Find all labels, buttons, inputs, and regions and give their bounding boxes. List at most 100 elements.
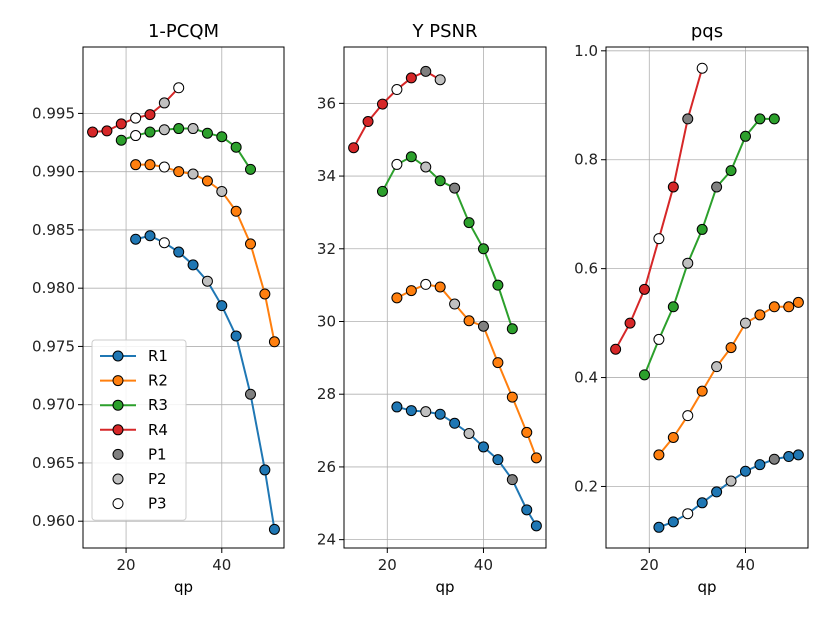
legend-marker <box>112 350 124 362</box>
series-line-r2 <box>658 301 799 456</box>
legend-label: P2 <box>148 470 167 488</box>
data-point-r2 <box>230 205 242 217</box>
y-tick-label: 0.965 <box>32 454 75 472</box>
data-point-r2 <box>201 175 213 187</box>
data-point-r1 <box>521 504 533 516</box>
data-point-r1 <box>667 516 679 528</box>
legend: R1 R2 R3 R4 P1 P2 P3 <box>91 339 187 521</box>
panel-3: 20 40 0.2 0.4 0.6 0.8 1.0 pqs qp <box>574 21 809 596</box>
data-point-r1 <box>158 237 170 249</box>
data-point-r2 <box>268 336 280 348</box>
data-point-r2 <box>506 391 518 403</box>
data-point-r4 <box>362 116 374 128</box>
data-point-r2 <box>477 320 489 332</box>
data-point-r3 <box>376 185 388 197</box>
data-point-r2 <box>449 298 461 310</box>
x-tick-label: 40 <box>736 556 755 574</box>
legend-item-r1: R1 <box>100 347 168 365</box>
series-line-r3 <box>120 127 252 170</box>
data-point-r2 <box>434 281 446 293</box>
data-point-r4 <box>115 118 127 130</box>
data-point-r4 <box>376 98 388 110</box>
chart-title: Y PSNR <box>412 21 478 42</box>
data-point-r4 <box>624 317 636 329</box>
data-point-r2 <box>711 361 723 373</box>
data-point-r4 <box>144 109 156 121</box>
legend-marker <box>112 399 124 411</box>
series-line-r1 <box>396 405 538 527</box>
data-point-r1 <box>259 464 271 476</box>
data-point-r2 <box>768 301 780 313</box>
legend-item-p1: P1 <box>112 445 167 463</box>
legend-marker <box>112 498 124 510</box>
data-point-r4 <box>420 65 432 77</box>
data-point-r3 <box>711 181 723 193</box>
data-point-r3 <box>115 134 127 146</box>
data-point-r1 <box>754 459 766 471</box>
data-point-r2 <box>130 159 142 171</box>
panel-1: 20 40 0.960 0.965 0.970 0.975 0.980 0.985 0.990 0… <box>32 21 285 596</box>
y-tick-label: 0.975 <box>32 337 75 355</box>
series-line-r2 <box>135 163 276 342</box>
data-point-r3 <box>420 161 432 173</box>
data-point-r1 <box>792 449 804 461</box>
data-point-r3 <box>739 130 751 142</box>
data-point-r4 <box>682 113 694 125</box>
data-point-r2 <box>521 426 533 438</box>
legend-item-p2: P2 <box>112 470 167 488</box>
data-point-r1 <box>245 388 256 400</box>
data-point-r2 <box>391 292 403 304</box>
x-axis-label: qp <box>174 578 193 596</box>
data-point-r2 <box>259 288 271 300</box>
data-point-r2 <box>492 357 504 369</box>
data-point-r3 <box>506 323 518 335</box>
series-line-r4 <box>614 67 704 350</box>
y-tick-label: 0.995 <box>32 104 75 122</box>
data-point-r3 <box>130 130 142 142</box>
data-point-r1 <box>434 408 446 420</box>
data-point-r1 <box>477 441 489 453</box>
data-point-r2 <box>530 452 542 464</box>
data-point-r3 <box>682 257 694 269</box>
y-tick-label: 0.8 <box>574 151 598 169</box>
series-line-r3 <box>643 117 775 376</box>
data-point-r1 <box>768 453 780 465</box>
y-tick-label: 26 <box>317 458 336 476</box>
data-point-r2 <box>187 168 199 180</box>
data-point-r1 <box>739 465 751 477</box>
data-point-r2 <box>739 317 751 329</box>
data-point-r1 <box>216 300 228 312</box>
data-point-r3 <box>144 126 156 138</box>
data-point-r3 <box>158 124 170 136</box>
data-point-r4 <box>610 343 622 355</box>
data-point-r2 <box>158 161 170 173</box>
y-tick-label: 0.6 <box>574 260 598 278</box>
data-point-r1 <box>420 406 432 418</box>
data-point-r1 <box>144 230 156 242</box>
legend-marker <box>112 424 124 436</box>
legend-item-r2: R2 <box>100 372 168 390</box>
x-tick-label: 20 <box>640 556 659 574</box>
legend-label: R2 <box>148 372 168 390</box>
data-point-r2 <box>667 431 679 443</box>
data-point-r1 <box>711 486 723 498</box>
data-point-r3 <box>405 151 417 163</box>
y-tick-label: 30 <box>317 312 336 330</box>
legend-marker <box>112 448 124 460</box>
data-point-r3 <box>667 301 679 313</box>
data-point-r1 <box>725 475 737 487</box>
data-point-r1 <box>696 497 708 509</box>
legend-item-r4: R4 <box>100 421 168 439</box>
data-point-r2 <box>783 301 795 313</box>
data-point-r3 <box>463 217 475 229</box>
legend-marker <box>112 375 124 387</box>
axes-frame <box>82 46 285 549</box>
data-point-r4 <box>391 84 403 96</box>
data-point-r3 <box>187 123 199 135</box>
data-point-r4 <box>158 97 170 109</box>
data-point-r2 <box>173 166 185 178</box>
data-point-r3 <box>245 163 256 175</box>
series-line-r4 <box>352 70 441 149</box>
data-point-r3 <box>230 141 242 153</box>
data-point-r4 <box>653 233 665 245</box>
